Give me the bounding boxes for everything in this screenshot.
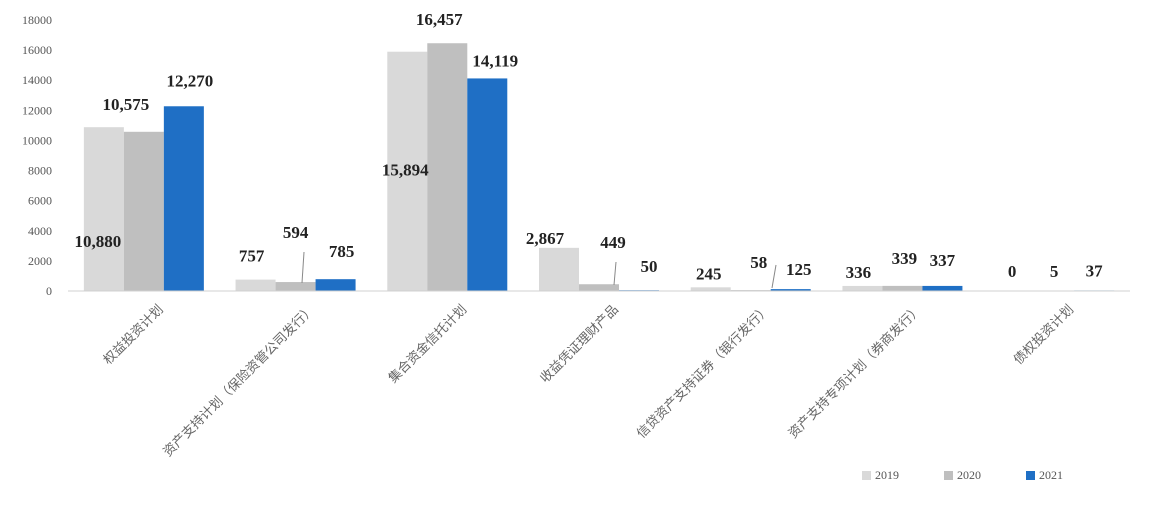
legend-label-2020: 2020 <box>957 468 981 482</box>
bar-2021-5 <box>922 285 963 291</box>
x-tick-label: 债权投资计划 <box>1010 302 1076 368</box>
data-label-2020-1: 594 <box>283 223 309 242</box>
bar-2020-0 <box>123 131 164 291</box>
data-labels-layer: 10,880 757 15,894 2,867 245 336 0 10,575 594 16,4… <box>74 10 1104 289</box>
y-tick-label: 8000 <box>28 164 52 178</box>
data-label-2021-2: 14,119 <box>472 51 518 70</box>
leader-line <box>613 261 617 286</box>
legend: 2019 2020 2021 <box>862 468 1063 482</box>
y-tick-label: 6000 <box>28 194 52 208</box>
data-label-2019-5: 336 <box>846 263 872 282</box>
legend-swatch-2019 <box>862 471 871 480</box>
x-tick-label: 资产支持计划（保险资管公司发行） <box>160 302 318 460</box>
data-label-2020-3: 449 <box>600 233 626 252</box>
data-label-2021-5: 337 <box>930 251 956 270</box>
leader-line <box>771 264 777 289</box>
bar-2021-1 <box>315 279 356 291</box>
bar-2020-3 <box>579 284 619 291</box>
bar-2019-3 <box>539 247 579 291</box>
legend-label-2019: 2019 <box>875 468 899 482</box>
data-label-2020-6: 5 <box>1050 262 1059 281</box>
x-tick-label: 集合资金信托计划 <box>385 302 469 386</box>
data-label-2021-4: 125 <box>786 260 812 279</box>
data-label-2019-3: 2,867 <box>526 229 565 248</box>
bars-layer <box>83 43 1115 292</box>
bar-2021-0 <box>163 106 204 291</box>
data-label-2019-1: 757 <box>239 247 265 266</box>
data-label-2021-1: 785 <box>329 242 355 261</box>
data-label-2019-2: 15,894 <box>382 161 429 180</box>
y-axis: 0 2000 4000 6000 8000 10000 12000 14000 16000 180… <box>22 13 52 298</box>
data-label-2019-0: 10,880 <box>74 232 121 251</box>
bar-2020-1 <box>275 282 316 291</box>
y-tick-label: 10000 <box>22 133 52 147</box>
data-label-2019-6: 0 <box>1008 262 1017 281</box>
y-tick-label: 16000 <box>22 43 52 57</box>
y-tick-label: 4000 <box>28 224 52 238</box>
bar-2019-4 <box>690 287 731 291</box>
data-label-2020-2: 16,457 <box>416 10 463 29</box>
x-tick-label: 信贷资产支持证券（银行发行） <box>634 302 773 441</box>
x-tick-label: 权益投资计划 <box>100 302 166 368</box>
y-tick-label: 18000 <box>22 13 52 27</box>
legend-swatch-2021 <box>1026 471 1035 480</box>
bar-2021-4 <box>770 289 811 291</box>
bar-2019-1 <box>235 279 276 291</box>
bar-2019-2 <box>387 51 428 291</box>
bar-2020-5 <box>882 285 923 291</box>
x-tick-label: 资产支持专项计划（券商发行） <box>785 302 924 441</box>
legend-swatch-2020 <box>944 471 953 480</box>
bar-2021-2 <box>467 78 508 292</box>
data-label-2019-4: 245 <box>696 264 722 283</box>
y-tick-label: 12000 <box>22 103 52 117</box>
data-label-2020-5: 339 <box>892 249 918 268</box>
y-tick-label: 0 <box>46 284 52 298</box>
legend-label-2021: 2021 <box>1039 468 1063 482</box>
x-tick-label: 收益凭证理财产品 <box>537 302 621 386</box>
bar-2019-0 <box>83 127 124 291</box>
leader-line <box>301 251 305 284</box>
y-tick-label: 14000 <box>22 73 52 87</box>
data-label-2021-6: 37 <box>1086 261 1104 280</box>
data-label-2020-4: 58 <box>750 253 767 272</box>
data-label-2020-0: 10,575 <box>102 95 149 114</box>
data-label-2021-0: 12,270 <box>166 71 213 90</box>
y-tick-label: 2000 <box>28 254 52 268</box>
bar-2019-5 <box>842 285 883 291</box>
bar-2020-2 <box>427 43 468 292</box>
data-label-2021-3: 50 <box>641 257 658 276</box>
